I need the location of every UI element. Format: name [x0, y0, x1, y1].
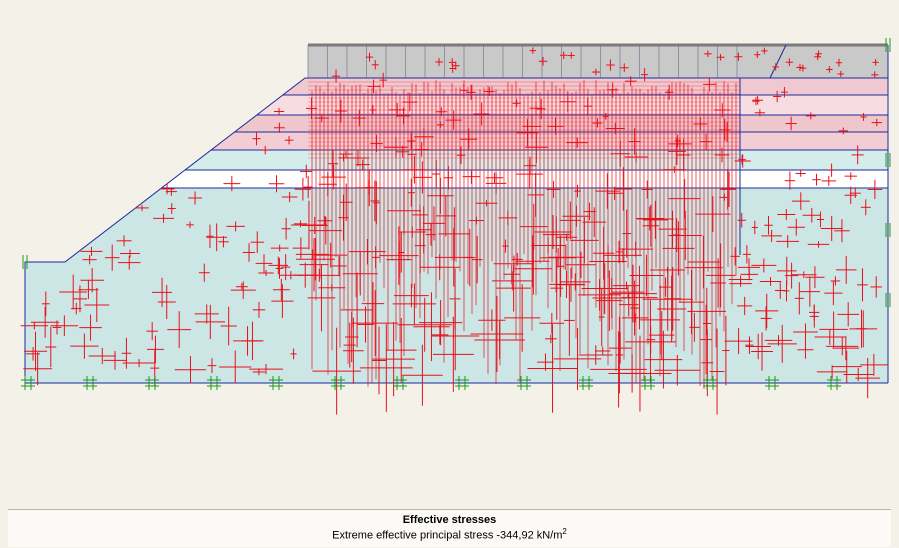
layer: [161, 170, 889, 188]
slant: [769, 44, 787, 79]
layer: [308, 45, 888, 78]
caption-subtitle: Extreme effective principal stress -344,…: [8, 527, 891, 542]
caption-title: Effective stresses: [402, 514, 497, 526]
caption-bar: Effective stresses Extreme effective pri…: [8, 509, 891, 547]
caption-text: Extreme effective principal stress -344,…: [332, 529, 563, 542]
model-view: [20, 38, 891, 415]
fixities: [21, 38, 891, 390]
layer: [211, 132, 888, 150]
stress-crosses: [20, 47, 888, 415]
caption-superscript: 2: [562, 527, 567, 536]
boundary: [24, 77, 308, 383]
geometry: [24, 43, 889, 384]
